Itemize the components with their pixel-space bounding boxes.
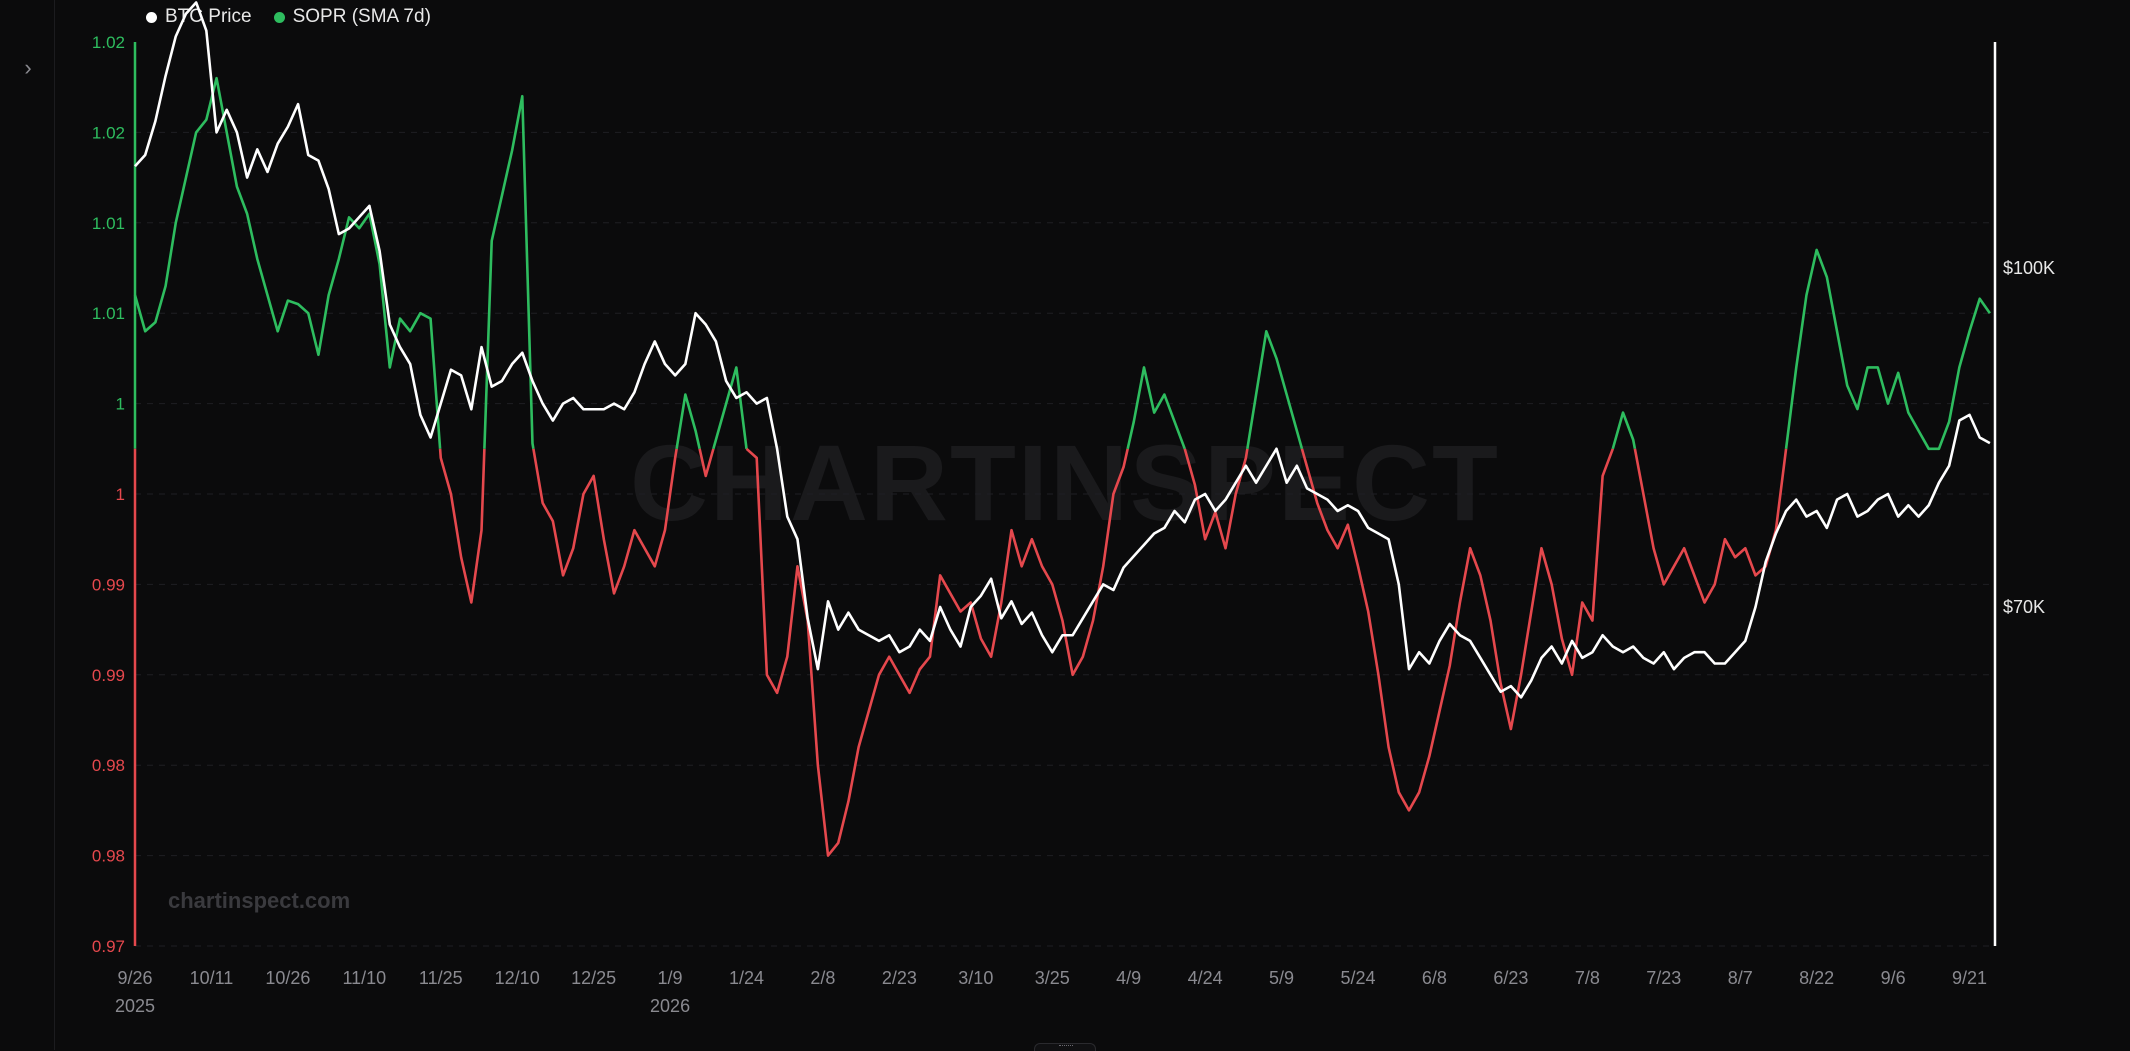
- panel-resize-handle[interactable]: [1034, 1043, 1096, 1051]
- x-year-label: 2025: [115, 996, 155, 1016]
- x-tick-label: 7/23: [1646, 968, 1681, 988]
- x-tick-label: 12/10: [495, 968, 540, 988]
- y-tick-label: 0.97: [92, 937, 125, 956]
- x-tick-label: 9/21: [1952, 968, 1987, 988]
- sopr-line-above-1: [133, 76, 442, 449]
- x-year-label: 2026: [650, 996, 690, 1016]
- x-tick-label: 10/26: [265, 968, 310, 988]
- x-tick-label: 9/6: [1881, 968, 1906, 988]
- sidebar: ›: [0, 0, 55, 1050]
- x-tick-label: 2/23: [882, 968, 917, 988]
- btc-price-line: [134, 1, 1991, 699]
- sopr-line-above-1: [712, 366, 748, 450]
- price-tick-label: $100K: [2003, 258, 2055, 278]
- x-tick-label: 5/9: [1269, 968, 1294, 988]
- legend-label-sopr: SOPR (SMA 7d): [292, 6, 431, 27]
- x-tick-label: 6/23: [1493, 968, 1528, 988]
- x-tick-label: 1/24: [729, 968, 764, 988]
- y-tick-label: 0.99: [92, 666, 125, 685]
- y-tick-label: 0.98: [92, 847, 125, 866]
- sopr-line-above-1: [1246, 329, 1304, 450]
- price-tick-label: $70K: [2003, 597, 2045, 617]
- y-tick-label: 0.98: [92, 756, 125, 775]
- sopr-line-below-1: [1183, 448, 1249, 550]
- x-tick-label: 8/7: [1728, 968, 1753, 988]
- sopr-line-above-1: [1126, 366, 1186, 450]
- y-tick-label: 1: [116, 395, 125, 414]
- x-tick-label: 6/8: [1422, 968, 1447, 988]
- y-tick-label: 1.01: [92, 304, 125, 323]
- sopr-line-below-1: [698, 448, 715, 478]
- legend-dot-btc-price: [146, 11, 157, 23]
- x-tick-label: 5/24: [1340, 968, 1375, 988]
- y-tick-label: 0.99: [92, 575, 125, 594]
- sopr-line-below-1: [745, 447, 1129, 857]
- sopr-line-below-1: [1300, 448, 1615, 812]
- x-tick-label: 4/24: [1188, 968, 1223, 988]
- sopr-line-below-1: [532, 448, 678, 595]
- sopr-line-above-1: [1611, 411, 1637, 450]
- sopr-line-below-1: [438, 448, 486, 604]
- x-tick-label: 12/25: [571, 968, 616, 988]
- x-tick-label: 9/26: [117, 968, 152, 988]
- chevron-right-icon[interactable]: ›: [24, 55, 32, 80]
- x-tick-label: 11/10: [342, 968, 386, 988]
- x-tick-label: 4/9: [1116, 968, 1141, 988]
- y-tick-label: 1.02: [92, 33, 125, 52]
- sopr-line-below-1: [1633, 448, 1788, 604]
- x-tick-label: 10/11: [190, 968, 234, 988]
- brand-watermark: chartinspect.com: [168, 888, 350, 913]
- legend-item-sopr[interactable]: SOPR (SMA 7d): [273, 6, 431, 28]
- y-tick-label: 1.02: [92, 123, 125, 142]
- legend-dot-sopr: [273, 11, 285, 23]
- y-tick-label: 1.01: [92, 214, 125, 233]
- x-tick-label: 8/22: [1799, 968, 1834, 988]
- x-tick-label: 2/8: [810, 968, 835, 988]
- x-tick-label: 1/9: [658, 968, 683, 988]
- sopr-line-above-1: [675, 393, 701, 450]
- x-tick-label: 3/25: [1035, 968, 1070, 988]
- sopr-line-above-1: [483, 94, 535, 450]
- x-tick-label: 11/25: [419, 968, 463, 988]
- sopr-line-above-1: [1784, 248, 1991, 451]
- x-tick-label: 3/10: [958, 968, 993, 988]
- y-tick-label: 1: [116, 485, 125, 504]
- x-tick-label: 7/8: [1575, 968, 1600, 988]
